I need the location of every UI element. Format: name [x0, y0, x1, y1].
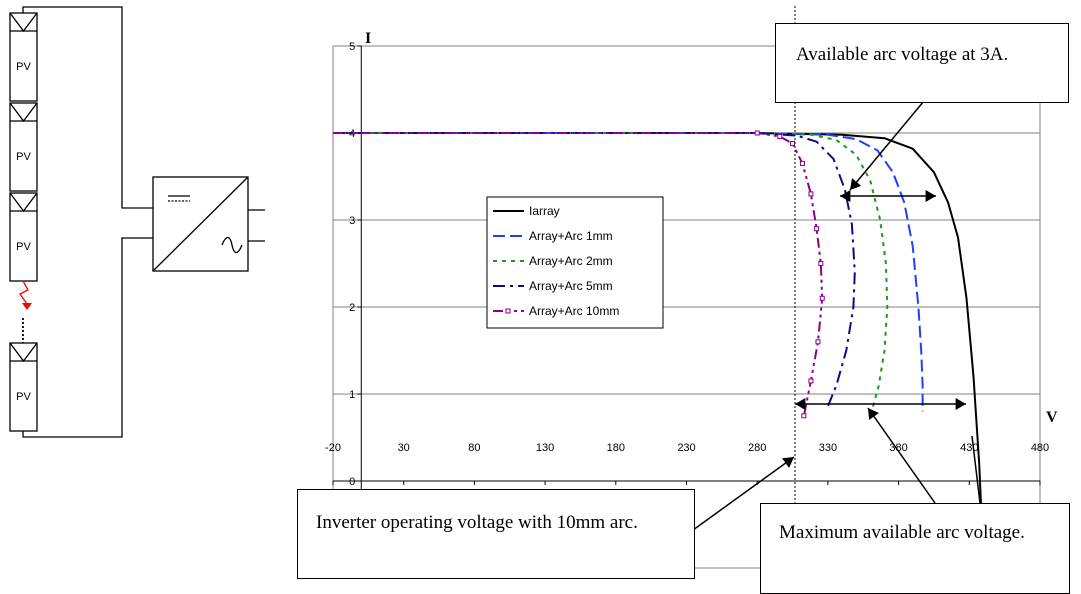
wiring	[22, 6, 153, 438]
pv-module: PV	[9, 192, 38, 282]
callout-available-arc-voltage: Available arc voltage at 3A.	[775, 23, 1069, 103]
series-lines	[333, 130, 985, 560]
arc-voltage-3a-arrow	[840, 190, 936, 202]
callout-text: Available arc voltage at 3A.	[796, 44, 1009, 65]
series-1	[333, 132, 924, 412]
x-tick-label: 280	[748, 442, 766, 454]
callout-text: Maximum available arc voltage.	[779, 522, 1025, 543]
inverter	[152, 176, 265, 272]
y-tick-label: 1	[349, 389, 355, 401]
arrowhead	[840, 190, 851, 202]
series-point	[814, 226, 820, 232]
series-line	[333, 132, 924, 412]
series-point	[815, 339, 821, 345]
arrowhead	[955, 398, 966, 410]
legend-label: Array+Arc 1mm	[529, 229, 613, 243]
legend-item: Iarray	[493, 204, 560, 218]
pv-string-circuit: PV PV PV PV	[9, 6, 265, 438]
callout-max-pointer-1	[867, 407, 936, 504]
x-tick-label: 180	[607, 442, 625, 454]
y-tick-label: 0	[349, 476, 355, 488]
series-line	[333, 132, 889, 412]
y-tick-label: 2	[349, 302, 355, 314]
y-axis-label: I	[365, 30, 371, 47]
legend-item: Array+Arc 10mm	[493, 304, 619, 318]
pv-module-label: PV	[16, 151, 31, 163]
series-point	[754, 130, 760, 136]
pv-module: PV	[9, 102, 38, 192]
legend-label: Array+Arc 2mm	[529, 254, 613, 268]
pv-module-label: PV	[16, 391, 31, 403]
y-tick-label: 5	[349, 41, 355, 53]
pv-module: PV	[9, 342, 38, 432]
callout-inverter-pointer	[681, 456, 795, 539]
callout-inverter-operating-voltage: Inverter operating voltage with 10mm arc…	[297, 489, 695, 579]
series-point	[818, 261, 824, 266]
series-3	[333, 132, 856, 411]
legend-label: Array+Arc 10mm	[529, 304, 619, 318]
sine-wave-icon	[221, 236, 243, 254]
series-point	[777, 133, 783, 139]
pv-module-label: PV	[16, 61, 31, 73]
legend-item: Array+Arc 2mm	[493, 254, 613, 268]
arc-fault-gap	[19, 280, 32, 343]
series-point	[790, 140, 796, 146]
series-point	[799, 160, 805, 166]
y-tick-label: 3	[349, 215, 355, 227]
x-tick-labels: -20 30 80 130 180 230 280 330 380 430 480	[325, 442, 1049, 454]
x-axis-label: V	[1046, 409, 1058, 426]
legend: Iarray Array+Arc 1mm Array+Arc 2mm Array+Ar…	[486, 196, 664, 329]
legend-marker	[505, 308, 511, 314]
callout-max-pointer-2	[971, 435, 981, 504]
max-arc-voltage-arrow	[795, 398, 966, 410]
series-2	[333, 132, 889, 412]
callout-text: Inverter operating voltage with 10mm arc…	[316, 512, 638, 533]
series-point	[808, 191, 814, 197]
arrowhead	[925, 190, 936, 202]
dc-symbol-icon	[168, 195, 190, 202]
arrowhead	[795, 398, 806, 410]
pv-module-label: PV	[16, 241, 31, 253]
callout-maximum-arc-voltage: Maximum available arc voltage.	[760, 503, 1070, 594]
series-point	[808, 378, 814, 384]
pv-module: PV	[9, 12, 38, 102]
legend-label: Array+Arc 5mm	[529, 279, 613, 293]
series-point	[819, 295, 825, 301]
series-point	[801, 413, 807, 419]
x-tick-label: 230	[677, 442, 695, 454]
x-tick-label: 130	[536, 442, 554, 454]
x-tick-label: 330	[819, 442, 837, 454]
arrowhead	[868, 408, 879, 420]
legend-box	[486, 196, 664, 329]
x-tick-label: 430	[960, 442, 978, 454]
x-tick-label: 30	[398, 442, 410, 454]
x-tick-label: -20	[325, 442, 341, 454]
arrowhead	[782, 457, 794, 468]
series-4	[333, 130, 825, 419]
x-tick-label: 80	[468, 442, 480, 454]
arrowhead	[850, 178, 862, 190]
legend-item: Array+Arc 5mm	[493, 279, 613, 293]
legend-label: Iarray	[529, 204, 560, 218]
legend-item: Array+Arc 1mm	[493, 229, 613, 243]
x-tick-label: 480	[1031, 442, 1049, 454]
series-line	[333, 132, 856, 411]
series-line	[333, 132, 824, 416]
